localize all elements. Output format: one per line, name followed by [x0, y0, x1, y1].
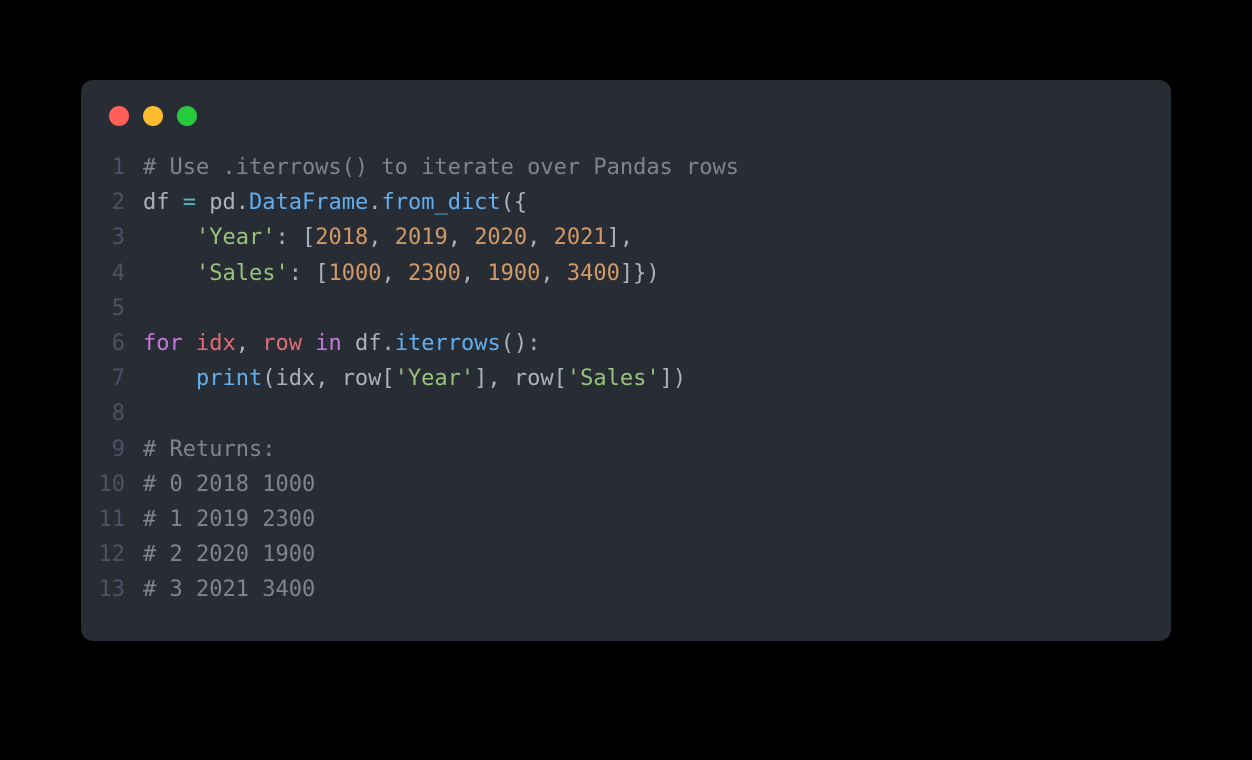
line-content: 'Sales': [1000, 2300, 1900, 3400]})	[143, 256, 1143, 291]
code-line: 4 'Sales': [1000, 2300, 1900, 3400]})	[81, 256, 1143, 291]
code-window: 1# Use .iterrows() to iterate over Panda…	[81, 80, 1171, 641]
line-content: # 1 2019 2300	[143, 502, 1143, 537]
window-titlebar	[81, 106, 1143, 150]
code-line: 12# 2 2020 1900	[81, 537, 1143, 572]
line-content: # 0 2018 1000	[143, 467, 1143, 502]
line-number: 13	[81, 572, 143, 607]
line-number: 5	[81, 291, 143, 326]
line-content	[143, 396, 1143, 431]
line-number: 1	[81, 150, 143, 185]
line-number: 2	[81, 185, 143, 220]
line-content: df = pd.DataFrame.from_dict({	[143, 185, 1143, 220]
line-content	[143, 291, 1143, 326]
close-dot[interactable]	[109, 106, 129, 126]
code-line: 13# 3 2021 3400	[81, 572, 1143, 607]
code-line: 2df = pd.DataFrame.from_dict({	[81, 185, 1143, 220]
line-content: print(idx, row['Year'], row['Sales'])	[143, 361, 1143, 396]
code-line: 9# Returns:	[81, 432, 1143, 467]
code-line: 6for idx, row in df.iterrows():	[81, 326, 1143, 361]
line-number: 12	[81, 537, 143, 572]
line-number: 6	[81, 326, 143, 361]
code-line: 8	[81, 396, 1143, 431]
minimize-dot[interactable]	[143, 106, 163, 126]
line-content: for idx, row in df.iterrows():	[143, 326, 1143, 361]
line-number: 7	[81, 361, 143, 396]
line-content: # 2 2020 1900	[143, 537, 1143, 572]
zoom-dot[interactable]	[177, 106, 197, 126]
line-content: # Use .iterrows() to iterate over Pandas…	[143, 150, 1143, 185]
line-number: 8	[81, 396, 143, 431]
code-line: 10# 0 2018 1000	[81, 467, 1143, 502]
line-content: 'Year': [2018, 2019, 2020, 2021],	[143, 220, 1143, 255]
code-line: 11# 1 2019 2300	[81, 502, 1143, 537]
line-number: 10	[81, 467, 143, 502]
code-editor: 1# Use .iterrows() to iterate over Panda…	[81, 150, 1143, 607]
code-line: 5	[81, 291, 1143, 326]
line-content: # 3 2021 3400	[143, 572, 1143, 607]
code-line: 3 'Year': [2018, 2019, 2020, 2021],	[81, 220, 1143, 255]
line-content: # Returns:	[143, 432, 1143, 467]
code-line: 7 print(idx, row['Year'], row['Sales'])	[81, 361, 1143, 396]
line-number: 4	[81, 256, 143, 291]
line-number: 9	[81, 432, 143, 467]
line-number: 3	[81, 220, 143, 255]
line-number: 11	[81, 502, 143, 537]
code-line: 1# Use .iterrows() to iterate over Panda…	[81, 150, 1143, 185]
